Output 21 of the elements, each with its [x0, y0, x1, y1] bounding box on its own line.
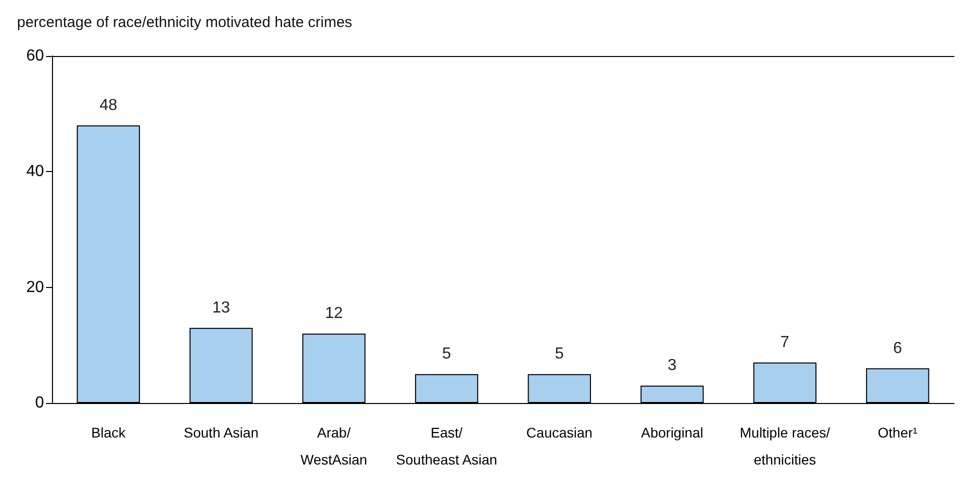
x-tick-label: Caucasian	[526, 424, 592, 440]
data-label: 5	[442, 346, 452, 363]
x-tick-label: Other¹	[878, 424, 918, 440]
data-label: 48	[99, 96, 118, 114]
x-tick-label: South Asian	[184, 424, 258, 440]
data-label: 7	[780, 334, 790, 352]
y-tick-label: 0	[35, 394, 44, 412]
y-tick-label: 20	[26, 278, 44, 296]
y-axis-title: percentage of race/ethnicity motivated hate crimes	[17, 14, 352, 31]
x-tick-label: Aboriginal	[640, 424, 704, 440]
y-tick-label: 40	[26, 163, 44, 180]
x-tick-label: East/ Southeast Asian	[396, 424, 498, 468]
data-label: 3	[668, 357, 677, 374]
data-label: 6	[893, 340, 902, 357]
data-label: 13	[212, 299, 230, 316]
x-tick-label: Arab/ WestAsian	[300, 424, 368, 468]
data-label: 5	[554, 346, 564, 363]
x-tick-label: Black	[91, 424, 126, 440]
x-tick-label: Multiple races/ ethnicities	[740, 424, 830, 468]
data-label: 12	[324, 305, 343, 322]
y-tick-label: 60	[26, 48, 44, 64]
